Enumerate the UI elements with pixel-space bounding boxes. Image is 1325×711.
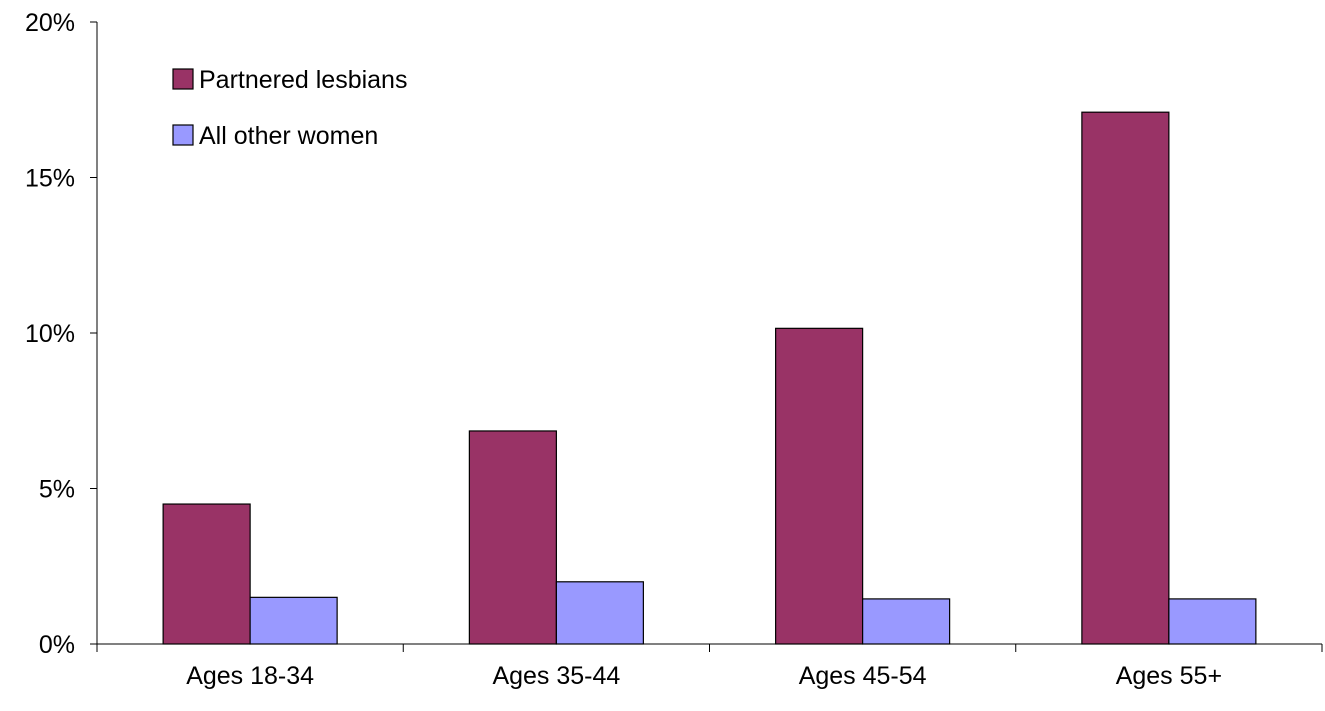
y-tick-label: 5%: [39, 476, 75, 504]
x-tick-label: Ages 55+: [1116, 662, 1222, 690]
x-tick-label: Ages 35-44: [492, 662, 620, 690]
x-tick-label: Ages 45-54: [799, 662, 927, 690]
bar-partnered-lesbians: [775, 327, 864, 645]
bar-partnered-lesbians: [468, 430, 557, 645]
axes: 0% 5% 10% 15% 20% Ages 18-34 Ages 35-44 Ages 45…: [25, 9, 1323, 690]
legend-label: Partnered lesbians: [199, 66, 407, 94]
legend: Partnered lesbians All other women: [172, 66, 407, 150]
legend-swatch: [172, 124, 194, 146]
y-tick-label: 0%: [39, 631, 75, 659]
bars: [162, 111, 1257, 645]
y-tick-label: 20%: [25, 9, 75, 37]
x-tick-label: Ages 18-34: [186, 662, 314, 690]
y-tick-label: 15%: [25, 165, 75, 193]
legend-label: All other women: [199, 122, 378, 150]
bar-all-other-women: [862, 598, 951, 645]
bar-all-other-women: [249, 596, 338, 645]
y-tick-label: 10%: [25, 320, 75, 348]
bar-all-other-women: [1168, 598, 1257, 645]
legend-swatch: [172, 68, 194, 90]
bar-all-other-women: [555, 581, 644, 645]
bar-partnered-lesbians: [1081, 111, 1170, 645]
bar-partnered-lesbians: [162, 503, 251, 645]
